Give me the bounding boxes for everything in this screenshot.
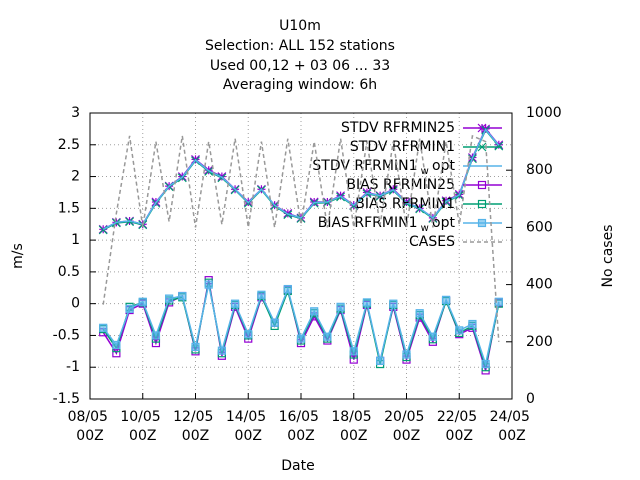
marker	[376, 356, 385, 365]
marker	[402, 350, 411, 359]
marker	[389, 299, 398, 308]
x-tick-label: 10/05 00Z	[120, 409, 165, 444]
x-axis-label: Date	[281, 458, 314, 474]
legend-marker	[477, 218, 487, 228]
x-tick-label: 16/05 00Z	[279, 409, 324, 444]
y-tick-label: 3	[71, 105, 80, 121]
x-tick-label: 18/05 00Z	[331, 409, 376, 444]
marker	[468, 319, 477, 329]
legend-label: STDV RFRMIN25	[341, 120, 455, 136]
chart-subtitle: Selection: ALL 152 stations	[205, 38, 395, 54]
marker	[204, 280, 213, 289]
plot-frame	[89, 112, 513, 400]
marker	[178, 291, 187, 301]
x-tick-label: 24/05 00Z	[490, 409, 535, 444]
y2-tick-label: 800	[526, 162, 553, 178]
y2-tick-label: 1000	[526, 105, 562, 121]
marker	[336, 302, 345, 311]
legend-marker	[477, 123, 487, 133]
marker	[112, 349, 121, 358]
marker	[323, 332, 332, 341]
marker	[481, 359, 490, 369]
legend-label: CASES	[409, 234, 455, 250]
series-line	[102, 128, 500, 230]
legend-marker	[477, 180, 487, 190]
y-tick-label: 1.5	[58, 200, 80, 216]
chart-title: U10m	[279, 18, 321, 34]
marker	[112, 340, 121, 350]
legend-marker	[477, 199, 487, 209]
marker	[217, 346, 226, 355]
x-tick-label: 12/05 00Z	[173, 409, 218, 444]
chart-subtitle: Averaging window: 6h	[223, 77, 377, 93]
y2-axis-label: No cases	[600, 225, 616, 288]
marker	[362, 298, 372, 307]
marker	[428, 332, 437, 341]
y-tick-label: 1	[71, 232, 80, 248]
y-tick-label: 0.5	[58, 264, 80, 280]
marker	[244, 330, 253, 339]
y2-tick-label: 0	[526, 391, 535, 407]
marker	[455, 326, 464, 335]
marker	[441, 295, 451, 304]
y2-tick-label: 200	[526, 334, 553, 350]
marker	[151, 331, 161, 340]
y-tick-label: -1.5	[53, 391, 80, 407]
y-axis-label: m/s	[10, 243, 26, 269]
legend-label: STDV RFRMIN1	[350, 139, 455, 155]
y-tick-label: -1	[66, 359, 80, 375]
legend-label: STDV RFRMIN1 w opt	[312, 158, 455, 177]
marker	[230, 299, 240, 308]
y2-tick-label: 400	[526, 277, 553, 293]
marker	[270, 318, 279, 327]
marker	[165, 294, 174, 303]
marker	[494, 141, 504, 151]
y-tick-label: 2.5	[58, 137, 80, 153]
marker	[494, 297, 503, 306]
y2-tick-label: 600	[526, 219, 553, 235]
marker	[257, 290, 266, 299]
chart-subtitle: Used 00,12 + 03 06 ... 33	[210, 58, 390, 74]
marker	[99, 323, 108, 332]
marker	[191, 342, 200, 351]
marker	[310, 307, 319, 316]
marker	[125, 304, 134, 313]
y-tick-label: 0	[71, 296, 80, 312]
legend-label: BIAS RFRMIN1	[355, 196, 455, 212]
marker	[138, 297, 147, 306]
y-tick-label: -0.5	[53, 327, 80, 343]
marker	[415, 309, 424, 318]
legend-label: BIAS RFRMIN1 w opt	[318, 215, 456, 234]
x-tick-label: 14/05 00Z	[226, 409, 271, 444]
y-tick-label: 2	[71, 169, 80, 185]
x-tick-label: 20/05 00Z	[384, 409, 429, 444]
marker	[349, 347, 358, 356]
x-tick-label: 08/05 00Z	[68, 409, 113, 444]
series-line	[102, 134, 500, 342]
marker	[283, 284, 292, 294]
x-tick-label: 22/05 00Z	[437, 409, 482, 444]
marker	[296, 334, 306, 343]
